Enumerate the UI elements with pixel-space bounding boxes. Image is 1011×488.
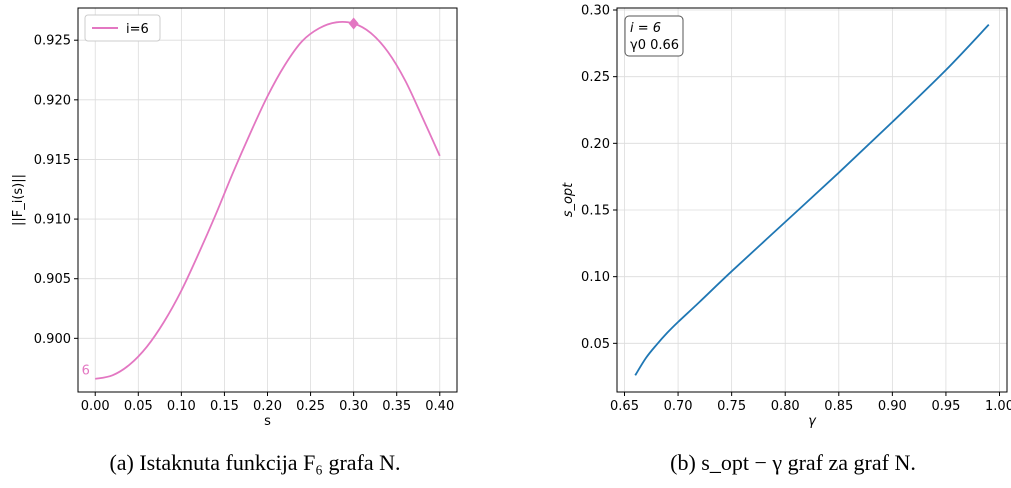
y-tick-label: 0.20	[581, 137, 610, 152]
x-tick-label: 0.15	[210, 399, 239, 414]
y-tick-label: 0.15	[581, 204, 610, 219]
x-tick-label: 0.05	[124, 399, 153, 414]
caption-b: (b) s_opt − γ graf za graf N.	[670, 450, 916, 475]
chart-b-textbox: i = 6 γ0 0.66	[624, 15, 684, 57]
legend-box	[84, 14, 161, 42]
x-tick-label: 0.95	[931, 399, 960, 414]
legend-label-i6: i=6	[126, 22, 149, 37]
chart-b: 0.65 0.70 0.75 0.80 0.85 0.90 0.95 1.00 0.05 0.1…	[561, 4, 1011, 430]
y-tick-label: 0.905	[34, 272, 71, 287]
y-tick-label: 0.900	[34, 332, 71, 347]
caption-a: (a) Istaknuta funkcija F₆ grafa N.	[109, 450, 400, 475]
y-tick-label: 0.25	[581, 70, 610, 85]
y-tick-label: 0.915	[34, 153, 71, 168]
textbox-line-1: i = 6	[630, 21, 661, 36]
chart-b-y-ticks: 0.05 0.10 0.15 0.20 0.25 0.30	[581, 4, 617, 352]
chart-a-x-label: s	[264, 414, 271, 429]
x-tick-label: 0.40	[425, 399, 454, 414]
chart-b-series	[634, 24, 990, 376]
y-tick-label: 0.30	[581, 4, 610, 19]
chart-a: 6 0.00 0.05 0.10 0.15 0.20 0.25 0.30 0.35 0.40 0…	[11, 7, 458, 429]
x-tick-label: 0.70	[664, 399, 693, 414]
chart-b-x-ticks: 0.65 0.70 0.75 0.80 0.85 0.90 0.95 1.00	[610, 392, 1011, 414]
textbox-frame	[624, 15, 684, 57]
textbox-line-2: γ0 0.66	[630, 38, 679, 53]
chart-a-series: 6	[82, 17, 441, 380]
peak-marker	[348, 17, 359, 30]
series-line	[95, 20, 441, 380]
x-tick-label: 0.65	[610, 399, 639, 414]
chart-b-x-label: γ	[808, 414, 817, 429]
x-tick-label: 0.35	[382, 399, 411, 414]
y-tick-label: 0.910	[34, 213, 71, 228]
chart-b-grid	[617, 8, 1007, 392]
curve-index-label: 6	[82, 364, 90, 379]
x-tick-label: 0.90	[878, 399, 907, 414]
y-tick-label: 0.925	[34, 34, 71, 49]
x-tick-label: 0.10	[167, 399, 196, 414]
chart-b-y-label: s_opt	[561, 182, 576, 217]
y-tick-label: 0.920	[34, 93, 71, 108]
chart-b-frame	[616, 7, 1008, 393]
y-tick-label: 0.10	[581, 270, 610, 285]
chart-a-y-ticks: 0.900 0.905 0.910 0.915 0.920 0.925	[34, 34, 78, 347]
x-tick-label: 0.30	[339, 399, 368, 414]
x-tick-label: 0.25	[296, 399, 325, 414]
x-tick-label: 0.80	[771, 399, 800, 414]
x-tick-label: 0.20	[253, 399, 282, 414]
x-tick-label: 0.00	[81, 399, 110, 414]
chart-a-y-label: ||F_i(s)||	[11, 174, 26, 226]
chart-a-legend: i=6	[84, 14, 161, 42]
series-line	[634, 24, 990, 376]
chart-a-x-ticks: 0.00 0.05 0.10 0.15 0.20 0.25 0.30 0.35 0.40	[81, 392, 454, 414]
x-tick-label: 0.85	[824, 399, 853, 414]
y-tick-label: 0.05	[581, 337, 610, 352]
x-tick-label: 0.75	[717, 399, 746, 414]
x-tick-label: 1.00	[985, 399, 1011, 414]
chart-a-grid	[78, 8, 457, 392]
